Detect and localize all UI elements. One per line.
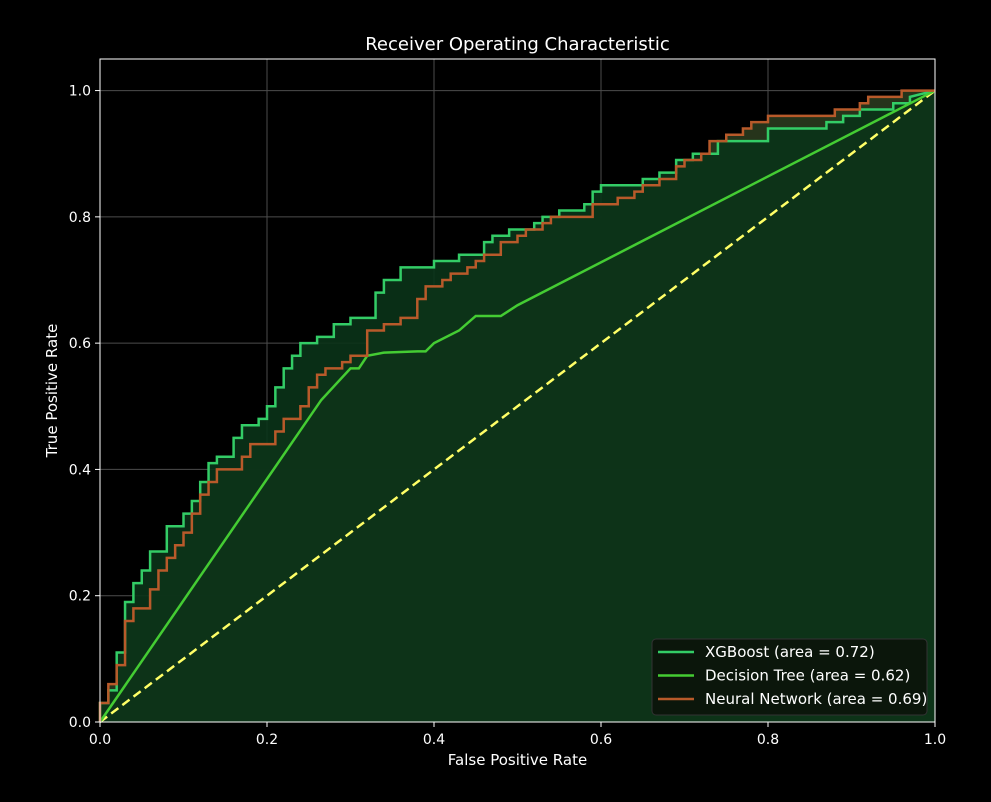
y-axis-label: True Positive Rate	[43, 324, 61, 459]
x-axis-label: False Positive Rate	[448, 751, 587, 769]
legend-box	[651, 638, 928, 716]
legend-label: Neural Network (area = 0.69)	[705, 690, 927, 708]
legend-label: XGBoost (area = 0.72)	[705, 643, 875, 661]
series-lines	[98, 89, 936, 723]
y-tick-label: 0.4	[69, 462, 91, 478]
y-tick-label: 0.8	[69, 210, 91, 226]
legend-label: Decision Tree (area = 0.62)	[705, 667, 910, 685]
chart-title: Receiver Operating Characteristic	[365, 34, 670, 55]
x-tick-label: 0.4	[423, 732, 445, 748]
x-tick-label: 1.0	[924, 732, 946, 748]
x-tick-label: 0.0	[89, 732, 111, 748]
y-tick-label: 1.0	[69, 84, 91, 100]
x-axis-ticks: 0.0 0.2 0.4 0.6 0.8 1.0	[89, 722, 946, 748]
legend: XGBoost (area = 0.72) Decision Tree (area…	[651, 638, 928, 716]
y-tick-label: 0.0	[69, 715, 91, 731]
legend-entry-decision-tree: Decision Tree (area = 0.62)	[658, 667, 910, 685]
x-tick-label: 0.6	[590, 732, 612, 748]
neural-network-roc-line	[98, 89, 935, 722]
y-tick-label: 0.2	[69, 589, 91, 605]
y-axis-ticks: 0.0 0.2 0.4 0.6 0.8 1.0	[69, 84, 100, 731]
decision-tree-roc-line	[98, 89, 936, 723]
legend-entry-neural-network: Neural Network (area = 0.69)	[658, 690, 927, 708]
y-tick-label: 0.6	[69, 336, 91, 352]
chance-reference-line	[99, 89, 936, 723]
x-tick-label: 0.2	[256, 732, 278, 748]
legend-entry-xgboost: XGBoost (area = 0.72)	[658, 643, 875, 661]
x-tick-label: 0.8	[757, 732, 779, 748]
plot-frame	[99, 58, 936, 723]
